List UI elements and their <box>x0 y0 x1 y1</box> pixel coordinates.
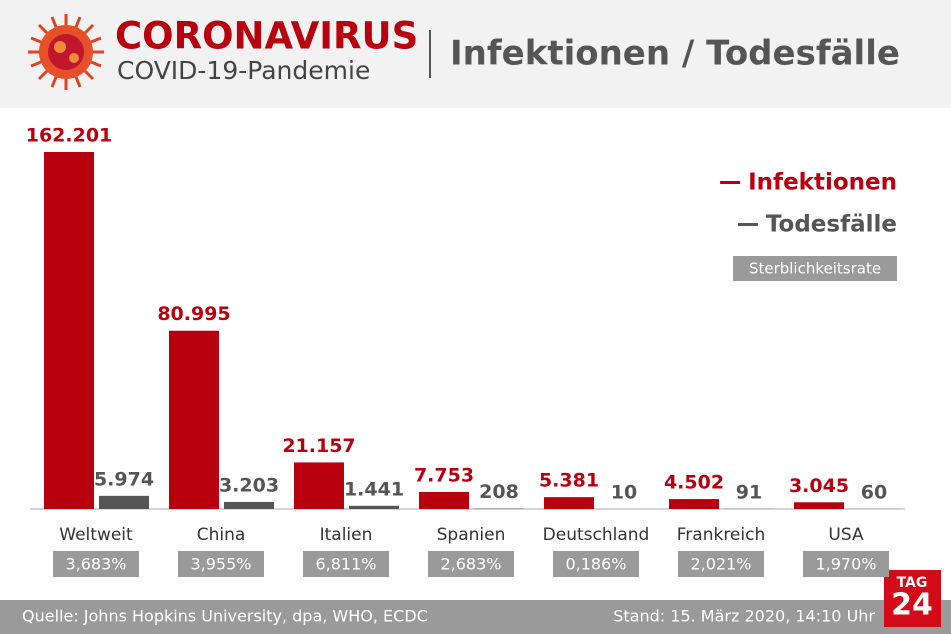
value-label: 7.753 <box>414 464 474 486</box>
value-label: 21.157 <box>282 435 355 457</box>
x-tick-label: China <box>197 525 246 545</box>
footer-bar <box>0 600 951 634</box>
value-label: 91 <box>736 481 762 503</box>
value-label: 3.045 <box>789 475 849 497</box>
value-label: 5.381 <box>539 470 599 492</box>
bar <box>669 499 719 509</box>
bar <box>294 462 344 509</box>
bar <box>794 502 844 509</box>
rate-label: 2,683% <box>440 555 501 574</box>
bar <box>169 330 219 509</box>
rate-box <box>53 551 139 577</box>
heading: Infektionen / Todesfälle <box>450 34 900 74</box>
value-label: 80.995 <box>157 303 230 325</box>
rate-legend: Sterblichkeitsrate <box>749 260 881 278</box>
value-label: 3.203 <box>219 474 279 496</box>
title: CORONAVIRUS <box>115 15 418 58</box>
rate-box <box>553 551 639 577</box>
rate-label: 6,811% <box>315 555 376 574</box>
bar <box>544 497 594 509</box>
value-label: 1.441 <box>344 478 404 500</box>
value-label: 60 <box>861 481 887 503</box>
footer-source: Quelle: Johns Hopkins University, dpa, W… <box>22 607 428 626</box>
rate-box <box>678 551 764 577</box>
value-label: 208 <box>479 481 519 503</box>
x-tick-label: USA <box>828 525 864 545</box>
legend-label: Todesfälle <box>766 212 897 238</box>
virus-icon <box>28 14 104 90</box>
rate-label: 0,186% <box>565 555 626 574</box>
logo-top: TAG <box>897 575 928 591</box>
bar <box>99 495 149 509</box>
subtitle: COVID-19-Pandemie <box>117 56 370 85</box>
rate-box <box>428 551 514 577</box>
bar <box>349 505 399 509</box>
footer-date: Stand: 15. März 2020, 14:10 Uhr <box>613 607 875 626</box>
x-tick-label: Frankreich <box>677 525 766 545</box>
rate-box <box>178 551 264 577</box>
header <box>0 0 951 108</box>
value-label: 10 <box>611 481 637 503</box>
rate-label: 2,021% <box>690 555 751 574</box>
x-tick-label: Deutschland <box>543 525 650 545</box>
value-label: 4.502 <box>664 472 724 494</box>
rate-box <box>803 551 889 577</box>
logo-bottom: 24 <box>891 588 933 623</box>
rate-box <box>303 551 389 577</box>
value-label: 5.974 <box>94 468 154 490</box>
x-tick-label: Italien <box>320 525 373 545</box>
logo <box>884 570 941 627</box>
x-tick-label: Spanien <box>437 525 506 545</box>
legend-label: Infektionen <box>748 170 897 196</box>
bar <box>419 491 469 509</box>
value-label: 162.201 <box>26 125 113 147</box>
bar <box>44 152 94 509</box>
rate-label: 3,683% <box>65 555 126 574</box>
rate-label: 3,955% <box>190 555 251 574</box>
x-tick-label: Weltweit <box>59 525 133 545</box>
rate-label: 1,970% <box>815 555 876 574</box>
bar <box>224 501 274 509</box>
rate-legend-box <box>733 256 897 281</box>
